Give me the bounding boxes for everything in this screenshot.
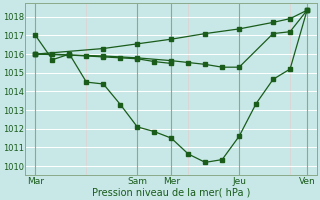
X-axis label: Pression niveau de la mer( hPa ): Pression niveau de la mer( hPa ) (92, 187, 251, 197)
